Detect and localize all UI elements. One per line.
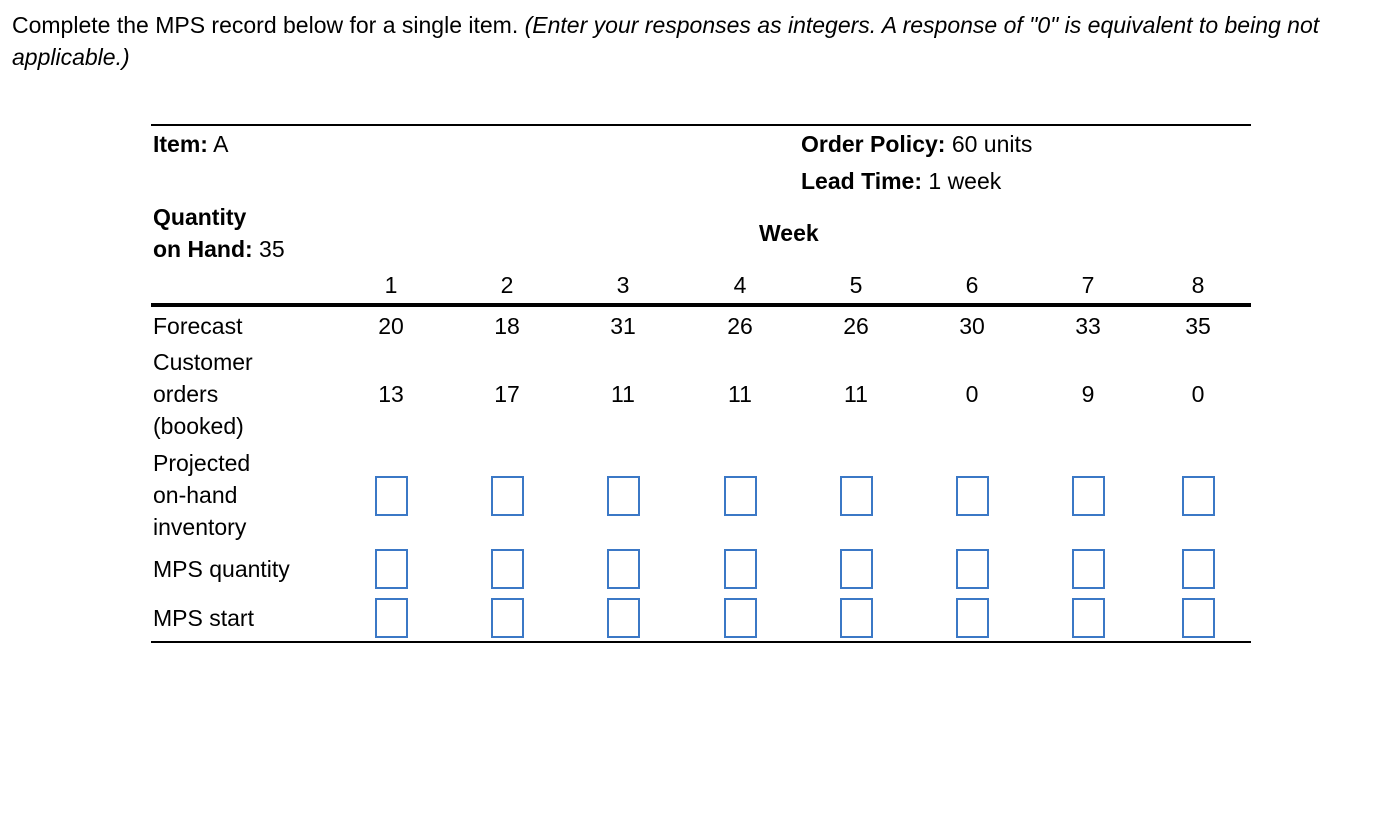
mps-start-input[interactable] (491, 598, 524, 638)
forecast-value: 33 (1075, 313, 1101, 339)
forecast-value: 18 (494, 313, 520, 339)
mps-start-input[interactable] (375, 598, 408, 638)
mps-quantity-input[interactable] (1072, 549, 1105, 589)
mps-quantity-label: MPS quantity (153, 556, 290, 582)
forecast-value: 26 (843, 313, 869, 339)
mps-start-input[interactable] (956, 598, 989, 638)
mps-start-input[interactable] (840, 598, 873, 638)
forecast-value: 30 (959, 313, 985, 339)
lead-time-field: Lead Time: 1 week (801, 165, 1001, 197)
mps-quantity-input[interactable] (607, 549, 640, 589)
mps-quantity-input[interactable] (724, 549, 757, 589)
week-number: 8 (1191, 272, 1205, 298)
customer-orders-value: 11 (728, 381, 752, 407)
item-value: A (213, 131, 229, 157)
projected-label-2: on-hand (153, 482, 238, 508)
customer-orders-value: 13 (378, 381, 404, 407)
customer-orders-value: 17 (494, 381, 520, 407)
instructions-main: Complete the MPS record below for a sing… (12, 12, 519, 38)
lead-time-value: 1 week (928, 168, 1002, 194)
mps-quantity-input[interactable] (840, 549, 873, 589)
top-rule (151, 124, 1251, 126)
customer-orders-value: 11 (611, 381, 635, 407)
forecast-value: 35 (1185, 313, 1211, 339)
bottom-rule (151, 641, 1251, 643)
qoh-label-line1: Quantity (153, 204, 247, 230)
projected-on-hand-input[interactable] (956, 476, 989, 516)
projected-on-hand-input[interactable] (607, 476, 640, 516)
lead-time-label: Lead Time: (801, 168, 922, 194)
mps-start-label: MPS start (153, 605, 254, 631)
week-number: 7 (1081, 272, 1095, 298)
projected-label-1: Projected (153, 450, 251, 476)
forecast-value: 26 (727, 313, 753, 339)
week-number: 2 (500, 272, 514, 298)
instructions-note: (Enter your responses as integers. A res… (12, 12, 1320, 70)
order-policy-label: Order Policy: (801, 131, 946, 157)
projected-on-hand-input[interactable] (1072, 476, 1105, 516)
customer-orders-value: 0 (965, 381, 979, 407)
customer-orders-value: 9 (1081, 381, 1095, 407)
qoh-label-line2: on Hand: (153, 236, 253, 262)
week-number: 1 (384, 272, 398, 298)
order-policy-value: 60 units (951, 131, 1033, 157)
item-field: Item: A (153, 128, 228, 160)
mps-start-input[interactable] (1182, 598, 1215, 638)
projected-on-hand-input[interactable] (375, 476, 408, 516)
customer-orders-value: 0 (1191, 381, 1205, 407)
customer-orders-label-1: Customer (153, 349, 253, 375)
mps-start-input[interactable] (607, 598, 640, 638)
customer-orders-label-2: orders (153, 381, 219, 407)
mps-start-input[interactable] (1072, 598, 1105, 638)
instructions: Complete the MPS record below for a sing… (12, 9, 1382, 73)
mps-start-input[interactable] (724, 598, 757, 638)
projected-on-hand-input[interactable] (724, 476, 757, 516)
mps-quantity-input[interactable] (956, 549, 989, 589)
week-number: 5 (849, 272, 863, 298)
mps-record: Item: A Order Policy: 60 units Lead Time… (151, 124, 1251, 643)
mps-quantity-input[interactable] (1182, 549, 1215, 589)
week-number: 3 (616, 272, 630, 298)
forecast-value: 31 (610, 313, 636, 339)
mps-quantity-input[interactable] (375, 549, 408, 589)
forecast-label: Forecast (153, 313, 243, 339)
customer-orders-value: 11 (844, 381, 868, 407)
header-rule (151, 303, 1251, 307)
projected-on-hand-input[interactable] (840, 476, 873, 516)
item-label: Item: (153, 131, 208, 157)
customer-orders-label-3: (booked) (153, 413, 244, 439)
week-number: 4 (733, 272, 747, 298)
projected-on-hand-input[interactable] (1182, 476, 1215, 516)
qoh-value: 35 (259, 236, 285, 262)
qoh-field: on Hand: 35 (153, 233, 285, 265)
projected-on-hand-input[interactable] (491, 476, 524, 516)
mps-quantity-input[interactable] (491, 549, 524, 589)
forecast-value: 20 (378, 313, 404, 339)
order-policy-field: Order Policy: 60 units (801, 128, 1032, 160)
week-header: Week (759, 220, 819, 246)
projected-label-3: inventory (153, 514, 247, 540)
week-number: 6 (965, 272, 979, 298)
